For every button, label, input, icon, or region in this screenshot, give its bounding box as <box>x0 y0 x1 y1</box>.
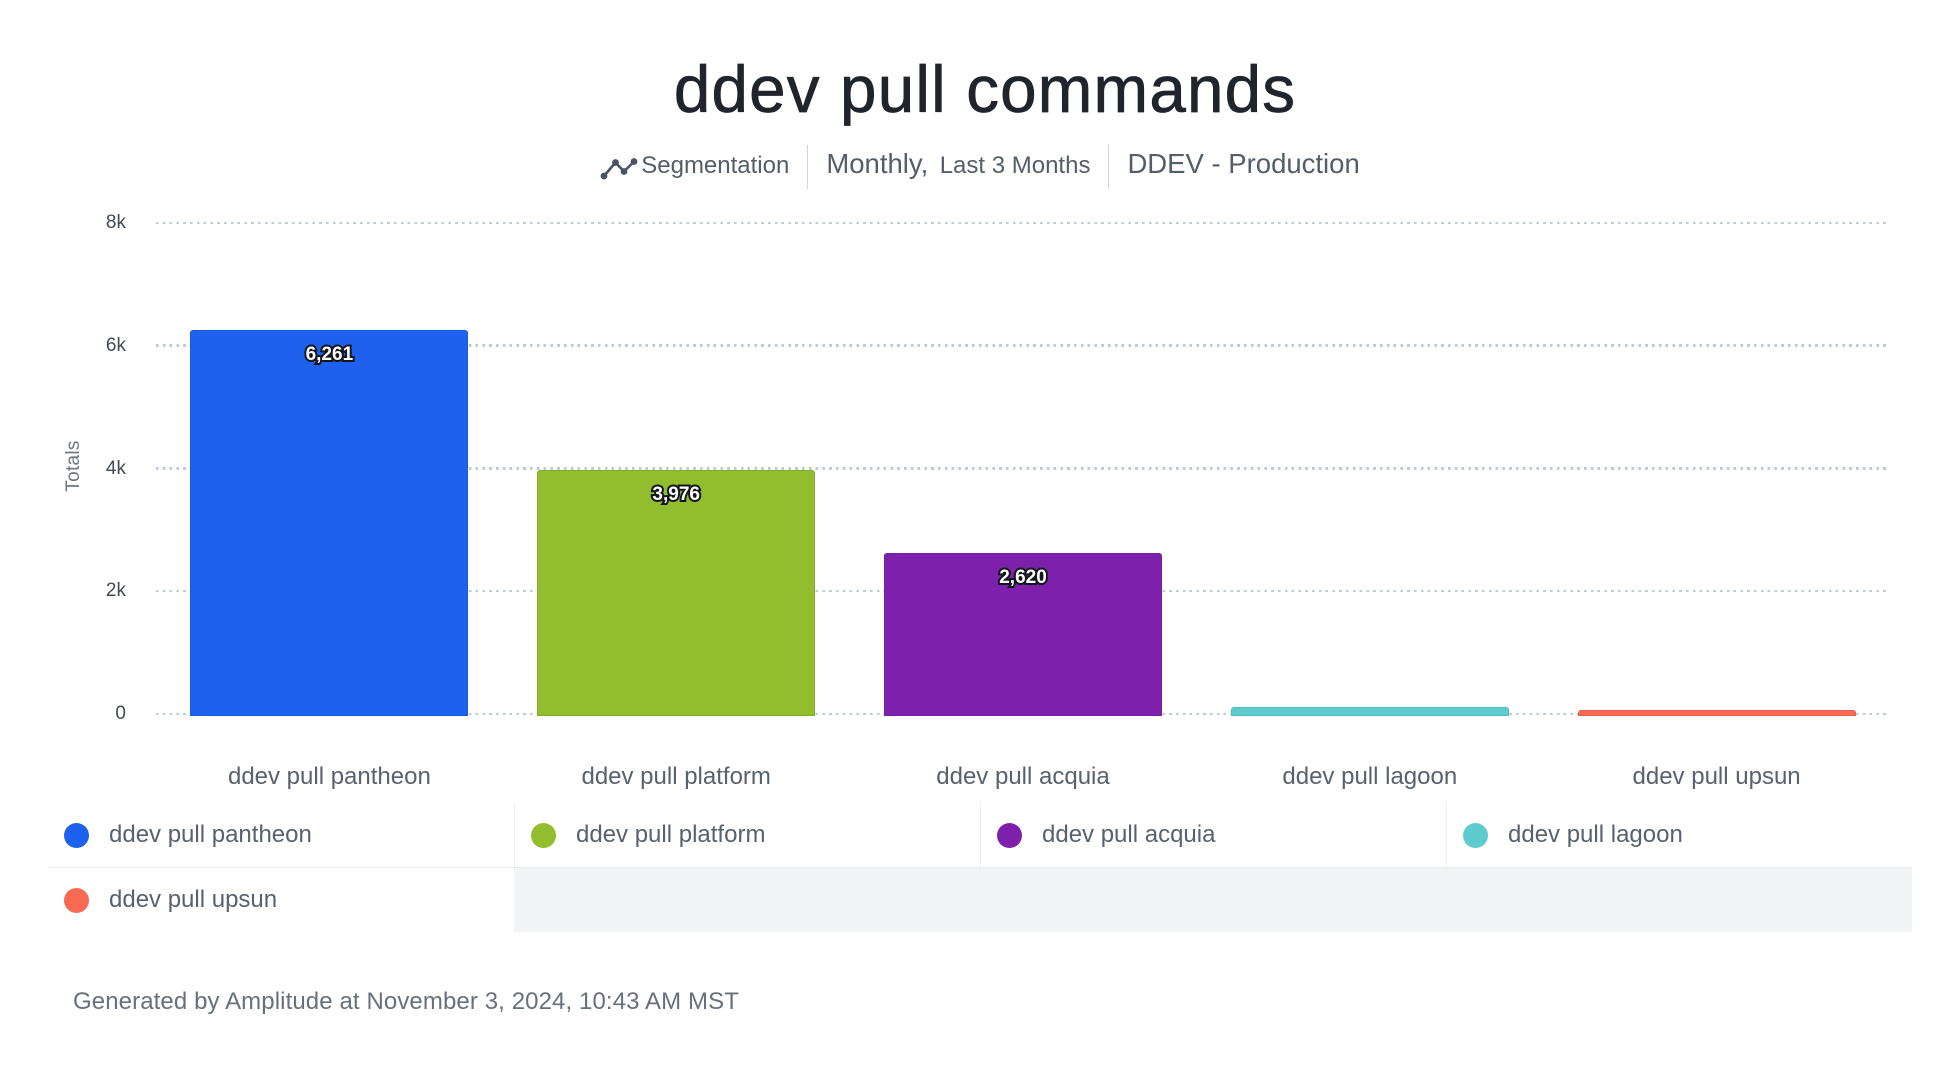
bar-ddev-pull-upsun[interactable] <box>1577 710 1856 716</box>
bar-value-text: 6,261 <box>305 343 354 365</box>
y-tick-label: 4k <box>105 457 126 479</box>
x-axis-label: ddev pull platform <box>581 763 771 790</box>
interval-detail: Last 3 Months <box>939 152 1091 179</box>
bar-value-outline: 6,261 <box>304 342 356 367</box>
bar-value-text: 3,976 <box>652 483 700 505</box>
y-tick-label: 2k <box>105 580 126 602</box>
interval-label: Monthly, Last 3 Months <box>826 148 1090 180</box>
y-tick-label: 6k <box>105 334 126 356</box>
project-label: DDEV - Production <box>1127 148 1360 179</box>
footer-attribution: Generated by Amplitude at November 3, 20… <box>73 988 739 1015</box>
legend-item-label: ddev pull platform <box>576 821 766 848</box>
legend-item-label: ddev pull acquia <box>1042 821 1216 848</box>
bar-value-outline: 3,976 <box>650 482 702 507</box>
bar-ddev-pull-lagoon[interactable] <box>1230 707 1509 716</box>
x-axis-label: ddev pull pantheon <box>227 763 431 790</box>
gridline <box>156 467 1890 470</box>
legend: ddev pull pantheon ddev pull platform ddev… <box>48 803 1912 932</box>
subtitle-divider <box>807 145 809 189</box>
chart-title: ddev pull commands <box>673 53 1297 127</box>
legend-item-ddev-pull-pantheon[interactable]: ddev pull pantheon <box>48 803 514 867</box>
legend-item-ddev-pull-lagoon[interactable]: ddev pull lagoon <box>1446 803 1912 867</box>
gridline <box>156 344 1890 347</box>
bar-value-label: 2,620 2,620 <box>943 565 1103 590</box>
x-axis-label: ddev pull lagoon <box>1282 763 1458 790</box>
segmentation-chip: Segmentation <box>600 152 789 180</box>
x-axis-label: ddev pull upsun <box>1632 763 1801 790</box>
legend-color-dot <box>64 887 89 913</box>
legend-item-ddev-pull-upsun[interactable]: ddev pull upsun <box>48 868 514 932</box>
line-chart-icon <box>600 158 638 180</box>
x-axis-label: ddev pull acquia <box>936 763 1110 790</box>
legend-item-ddev-pull-platform[interactable]: ddev pull platform <box>514 803 980 867</box>
bar-value-text: 2,620 <box>999 567 1047 589</box>
legend-empty-area <box>514 868 1912 932</box>
legend-item-label: ddev pull lagoon <box>1508 821 1683 848</box>
bar-ddev-pull-acquia[interactable] <box>884 553 1162 716</box>
legend-item-label: ddev pull upsun <box>109 886 278 913</box>
legend-color-dot <box>64 822 89 848</box>
bar-value-label: 3,976 3,976 <box>596 482 756 507</box>
segmentation-label: Segmentation <box>641 152 790 179</box>
bar-ddev-pull-pantheon[interactable] <box>190 329 469 716</box>
chart-subtitle: Segmentation Monthly, Last 3 Months DDEV… <box>0 145 1960 196</box>
y-tick-label: 8k <box>105 212 126 233</box>
interval-main: Monthly, <box>826 148 929 179</box>
bar-value-label: 6,261 6,261 <box>249 342 409 367</box>
legend-color-dot <box>1463 822 1488 848</box>
legend-item-ddev-pull-acquia[interactable]: ddev pull acquia <box>980 803 1446 867</box>
y-tick-label: 0 <box>115 703 126 724</box>
legend-item-label: ddev pull pantheon <box>109 821 312 848</box>
legend-color-dot <box>531 822 556 848</box>
bar-ddev-pull-platform[interactable] <box>537 469 816 716</box>
legend-color-dot <box>997 822 1022 848</box>
subtitle-divider <box>1108 145 1110 189</box>
gridline <box>156 221 1890 225</box>
bar-value-outline: 2,620 <box>997 565 1049 590</box>
